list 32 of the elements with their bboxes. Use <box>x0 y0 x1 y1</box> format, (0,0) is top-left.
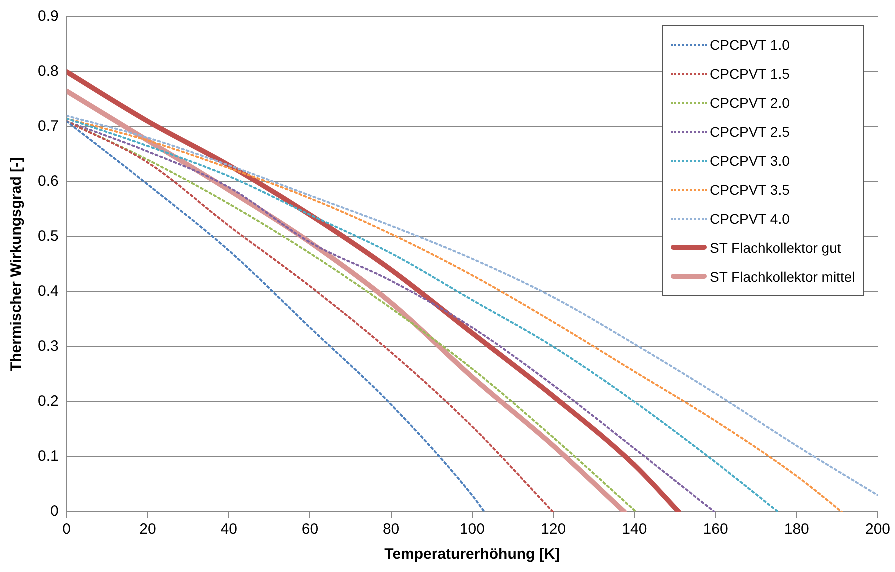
x-tick-label: 80 <box>382 521 400 538</box>
y-tick-label: 0.9 <box>38 8 59 26</box>
legend-label: CPCPVT 1.5 <box>710 66 790 82</box>
x-tick-label: 200 <box>865 521 891 538</box>
x-tick-label: 0 <box>62 521 72 538</box>
legend-label: CPCPVT 3.5 <box>710 182 790 198</box>
legend-label: CPCPVT 2.0 <box>710 94 790 110</box>
x-tick-label: 20 <box>140 521 156 538</box>
x-tick-label: 100 <box>460 521 485 538</box>
y-tick-label: 0.1 <box>38 448 59 466</box>
y-tick-label: 0.2 <box>38 393 59 410</box>
x-tick-label: 120 <box>541 521 566 538</box>
y-tick-label: 0.3 <box>38 338 59 356</box>
y-axis-title: Thermischer Wirkungsgrad [-] <box>8 157 26 372</box>
x-tick-label: 180 <box>784 521 810 538</box>
y-tick-label: 0.5 <box>38 228 59 246</box>
y-tick-label: 0.4 <box>38 283 59 300</box>
legend-label: CPCPVT 4.0 <box>710 210 790 226</box>
y-tick-label: 0.6 <box>38 173 59 190</box>
legend-label: CPCPVT 3.0 <box>710 152 790 168</box>
x-tick-label: 160 <box>703 521 728 538</box>
y-tick-label: 0.7 <box>38 118 59 136</box>
legend-label: CPCPVT 2.5 <box>710 124 790 140</box>
legend-label: ST Flachkollektor gut <box>710 240 842 256</box>
x-tick-label: 60 <box>302 521 319 538</box>
x-axis-title: Temperaturerhöhung [K] <box>384 546 560 564</box>
y-tick-label: 0 <box>50 503 59 520</box>
x-tick-label: 140 <box>622 521 648 538</box>
y-tick-label: 0.8 <box>38 63 59 80</box>
legend-label: CPCPVT 1.0 <box>710 36 790 52</box>
legend-label: ST Flachkollektor mittel <box>710 268 856 284</box>
x-tick-label: 40 <box>220 521 238 538</box>
